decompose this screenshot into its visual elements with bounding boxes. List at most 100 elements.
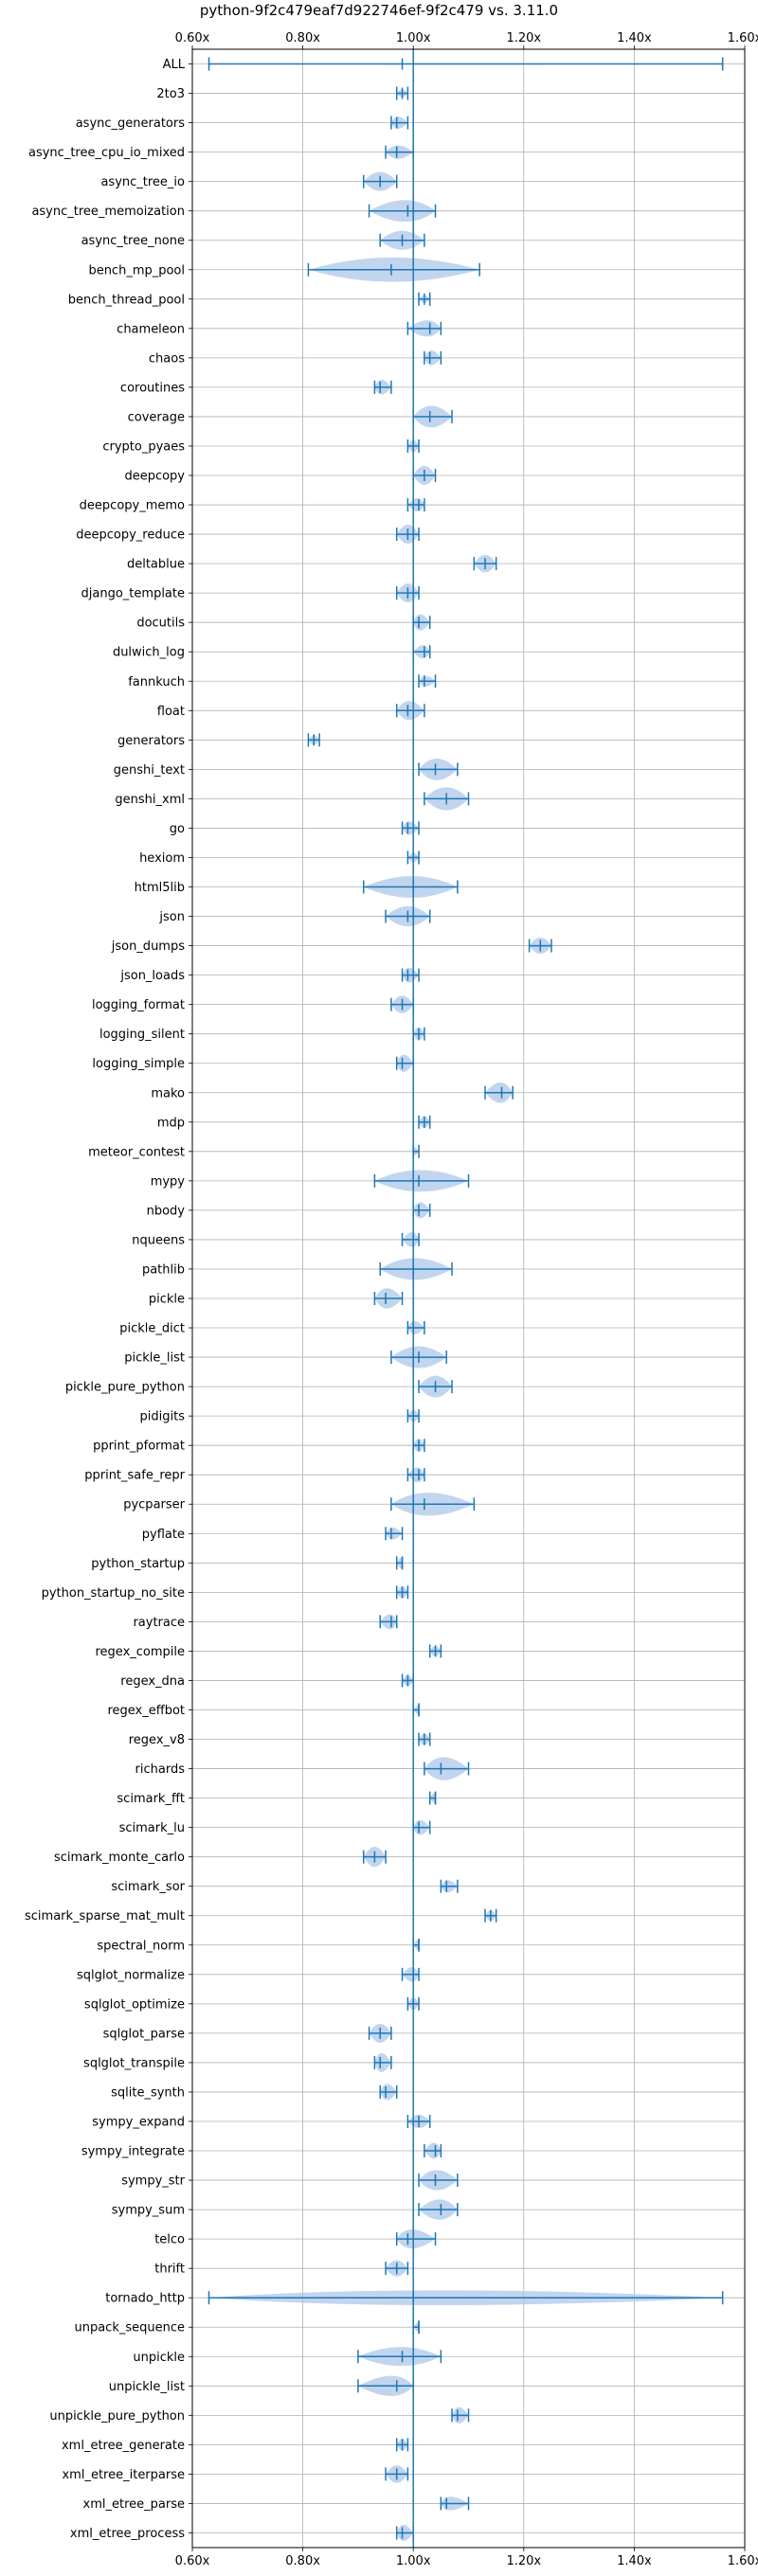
x-tick-label-top: 1.40x — [617, 31, 652, 45]
y-tick-label: sqlglot_transpile — [83, 2056, 185, 2070]
y-tick-label: django_template — [81, 587, 185, 601]
y-tick-label: deltablue — [127, 558, 185, 572]
y-tick-label: unpickle_list — [109, 2380, 185, 2394]
y-tick-label: async_tree_cpu_io_mixed — [28, 146, 185, 160]
y-tick-label: pidigits — [140, 1410, 186, 1424]
y-tick-label: xml_etree_generate — [62, 2439, 185, 2453]
y-tick-label: genshi_text — [114, 763, 185, 778]
y-tick-label: async_tree_memoization — [31, 205, 185, 219]
y-tick-label: logging_simple — [92, 1057, 185, 1071]
x-tick-label-bottom: 0.60x — [175, 2554, 210, 2568]
y-tick-label: genshi_xml — [115, 793, 185, 807]
y-tick-label: json — [158, 910, 185, 924]
y-tick-label: pycparser — [123, 1498, 185, 1512]
y-tick-label: unpickle — [133, 2351, 185, 2365]
y-tick-label: spectral_norm — [97, 1939, 185, 1953]
y-tick-label: raytrace — [133, 1616, 185, 1630]
y-tick-label: sqlglot_optimize — [84, 1997, 185, 2012]
y-tick-label: crypto_pyaes — [102, 439, 185, 454]
y-tick-label: html5lib — [135, 881, 185, 895]
y-tick-label: sympy_expand — [92, 2115, 185, 2129]
x-tick-label-bottom: 1.40x — [617, 2554, 652, 2568]
y-tick-label: meteor_contest — [88, 1145, 185, 1159]
y-tick-label: sqlite_synth — [111, 2085, 185, 2100]
y-tick-label: sympy_sum — [112, 2204, 185, 2218]
y-tick-label: python_startup — [91, 1557, 185, 1571]
x-tick-label-top: 1.60x — [728, 31, 758, 45]
y-tick-label: mypy — [151, 1174, 186, 1189]
y-tick-label: async_tree_io — [100, 175, 185, 189]
y-tick-label: pprint_pformat — [93, 1440, 185, 1454]
x-tick-label-bottom: 1.60x — [728, 2554, 758, 2568]
y-tick-label: scimark_monte_carlo — [54, 1851, 185, 1865]
y-tick-label: regex_dna — [120, 1674, 185, 1689]
y-tick-label: mdp — [157, 1116, 185, 1130]
y-tick-label: deepcopy_memo — [80, 499, 185, 513]
y-tick-label: thrift — [154, 2263, 185, 2277]
y-tick-label: pprint_safe_repr — [84, 1469, 185, 1483]
y-tick-label: sympy_integrate — [81, 2145, 185, 2159]
y-tick-label: async_tree_none — [81, 234, 185, 248]
y-tick-label: nbody — [147, 1204, 186, 1218]
y-tick-label: json_loads — [119, 969, 185, 983]
y-tick-label: json_dumps — [111, 939, 185, 954]
y-tick-label: pickle_list — [124, 1351, 185, 1366]
y-tick-label: coverage — [128, 410, 185, 424]
y-tick-label: bench_thread_pool — [68, 293, 185, 307]
y-tick-label: scimark_lu — [119, 1821, 185, 1835]
y-tick-label: unpack_sequence — [74, 2321, 185, 2335]
x-tick-label-top: 1.00x — [396, 31, 431, 45]
y-tick-label: scimark_sor — [111, 1880, 185, 1894]
y-tick-label: regex_effbot — [107, 1704, 185, 1718]
y-tick-label: chameleon — [117, 322, 185, 336]
y-tick-label: async_generators — [76, 116, 186, 131]
y-tick-label: nqueens — [132, 1233, 185, 1247]
y-tick-label: xml_etree_parse — [83, 2497, 185, 2512]
y-tick-label: logging_format — [92, 998, 185, 1012]
y-tick-label: scimark_sparse_mat_mult — [25, 1909, 185, 1923]
y-tick-label: richards — [135, 1762, 186, 1777]
y-tick-label: dulwich_log — [113, 646, 185, 660]
y-tick-label: chaos — [149, 351, 185, 366]
y-tick-label: deepcopy_reduce — [76, 528, 185, 543]
y-tick-label: regex_compile — [95, 1645, 185, 1659]
y-tick-label: unpickle_pure_python — [49, 2409, 185, 2424]
y-tick-label: tornado_http — [105, 2292, 185, 2306]
y-tick-label: deepcopy — [124, 470, 185, 484]
chart-title: python-9f2c479eaf7d922746ef-9f2c479 vs. … — [199, 2, 559, 19]
x-tick-label-top: 1.20x — [506, 31, 541, 45]
y-tick-label: scimark_fft — [117, 1792, 185, 1806]
y-tick-label: pickle_pure_python — [65, 1381, 185, 1395]
y-tick-label: python_startup_no_site — [42, 1586, 185, 1601]
y-tick-label: pathlib — [142, 1262, 185, 1277]
y-tick-label: hexiom — [139, 851, 185, 866]
x-tick-label-bottom: 1.20x — [506, 2554, 541, 2568]
y-tick-label: logging_silent — [99, 1028, 185, 1042]
y-tick-label: mako — [151, 1086, 185, 1100]
y-tick-label: telco — [154, 2233, 185, 2247]
y-tick-label: 2to3 — [156, 87, 185, 101]
y-tick-label: fannkuch — [128, 675, 185, 689]
y-tick-label: pyflate — [142, 1528, 185, 1542]
x-tick-label-top: 0.80x — [285, 31, 320, 45]
y-tick-label: float — [157, 705, 185, 719]
y-tick-label: xml_etree_process — [70, 2527, 185, 2541]
y-tick-label: pickle_dict — [119, 1322, 185, 1336]
y-tick-label: pickle — [149, 1293, 185, 1307]
x-tick-label-bottom: 1.00x — [396, 2554, 431, 2568]
y-tick-label: go — [170, 822, 185, 836]
x-tick-label-top: 0.60x — [175, 31, 210, 45]
plot-frame — [191, 48, 746, 2549]
y-tick-label: sympy_str — [121, 2174, 185, 2189]
y-tick-label: docutils — [136, 617, 185, 631]
x-tick-label-bottom: 0.80x — [285, 2554, 320, 2568]
y-tick-label: regex_v8 — [129, 1733, 185, 1747]
y-tick-label: sqlglot_normalize — [77, 1968, 185, 1982]
y-tick-label: bench_mp_pool — [88, 263, 185, 277]
y-tick-label: xml_etree_iterparse — [62, 2468, 185, 2482]
y-tick-label: generators — [117, 734, 185, 748]
y-tick-label: coroutines — [120, 381, 185, 395]
y-tick-label: sqlglot_parse — [103, 2027, 185, 2041]
y-tick-label: ALL — [163, 58, 186, 72]
